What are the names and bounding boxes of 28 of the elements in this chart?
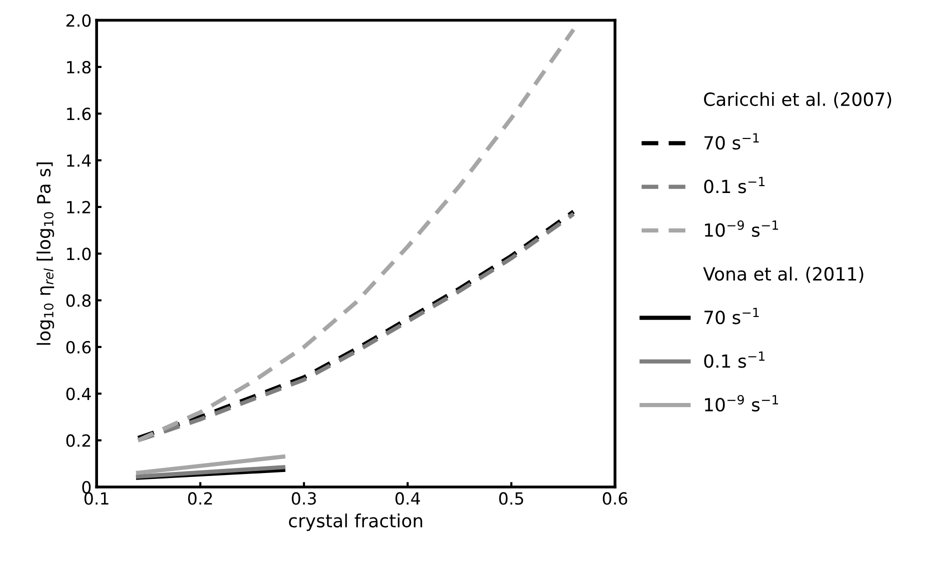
x-tick-label: 0.6 bbox=[602, 492, 628, 505]
y-tick-label: 0.6 bbox=[66, 340, 91, 354]
y-tick-label: 1.8 bbox=[67, 60, 91, 74]
legend-label: 10$^{−9}$ s$^{−1}$ bbox=[704, 220, 778, 237]
y-tick-label: 0 bbox=[82, 480, 91, 494]
y-tick-label: 1.0 bbox=[67, 248, 91, 260]
y-tick-label: 0.2 bbox=[66, 434, 90, 447]
y-tick-label: 1.2 bbox=[67, 200, 90, 214]
x-axis-title: crystal fraction bbox=[288, 514, 422, 532]
y-tick-label: 1.6 bbox=[67, 108, 91, 120]
y-axis-title: log$_{10}$ η$_{rel}$ [log$_{10}$ Pa s] bbox=[36, 162, 54, 345]
x-tick-label: 0.3 bbox=[292, 492, 316, 505]
y-tick-label: 0.8 bbox=[66, 294, 91, 307]
legend-label: 10$^{−9}$ s$^{−1}$ bbox=[704, 394, 778, 412]
y-tick-label: 2.0 bbox=[66, 14, 91, 27]
legend-label: 0.1 s$^{−1}$ bbox=[704, 176, 764, 194]
legend-label: 70 s$^{−1}$ bbox=[704, 308, 759, 324]
text: Caricchi et al. (2007) bbox=[704, 92, 892, 108]
x-tick-label: 0.1 bbox=[84, 492, 108, 505]
x-tick-label: 0.2 bbox=[188, 492, 212, 505]
line-series bbox=[136, 28, 576, 442]
x-tick-label: 0.5 bbox=[499, 492, 524, 505]
text: Vona et al. (2011) bbox=[703, 266, 864, 283]
y-tick-label: 0.4 bbox=[66, 388, 91, 400]
legend-label: 0.1 s$^{−1}$ bbox=[704, 352, 764, 368]
legend-label: 70 s$^{−1}$ bbox=[704, 133, 759, 150]
y-tick-label: 1.4 bbox=[67, 154, 91, 167]
x-tick-label: 0.4 bbox=[395, 492, 420, 505]
